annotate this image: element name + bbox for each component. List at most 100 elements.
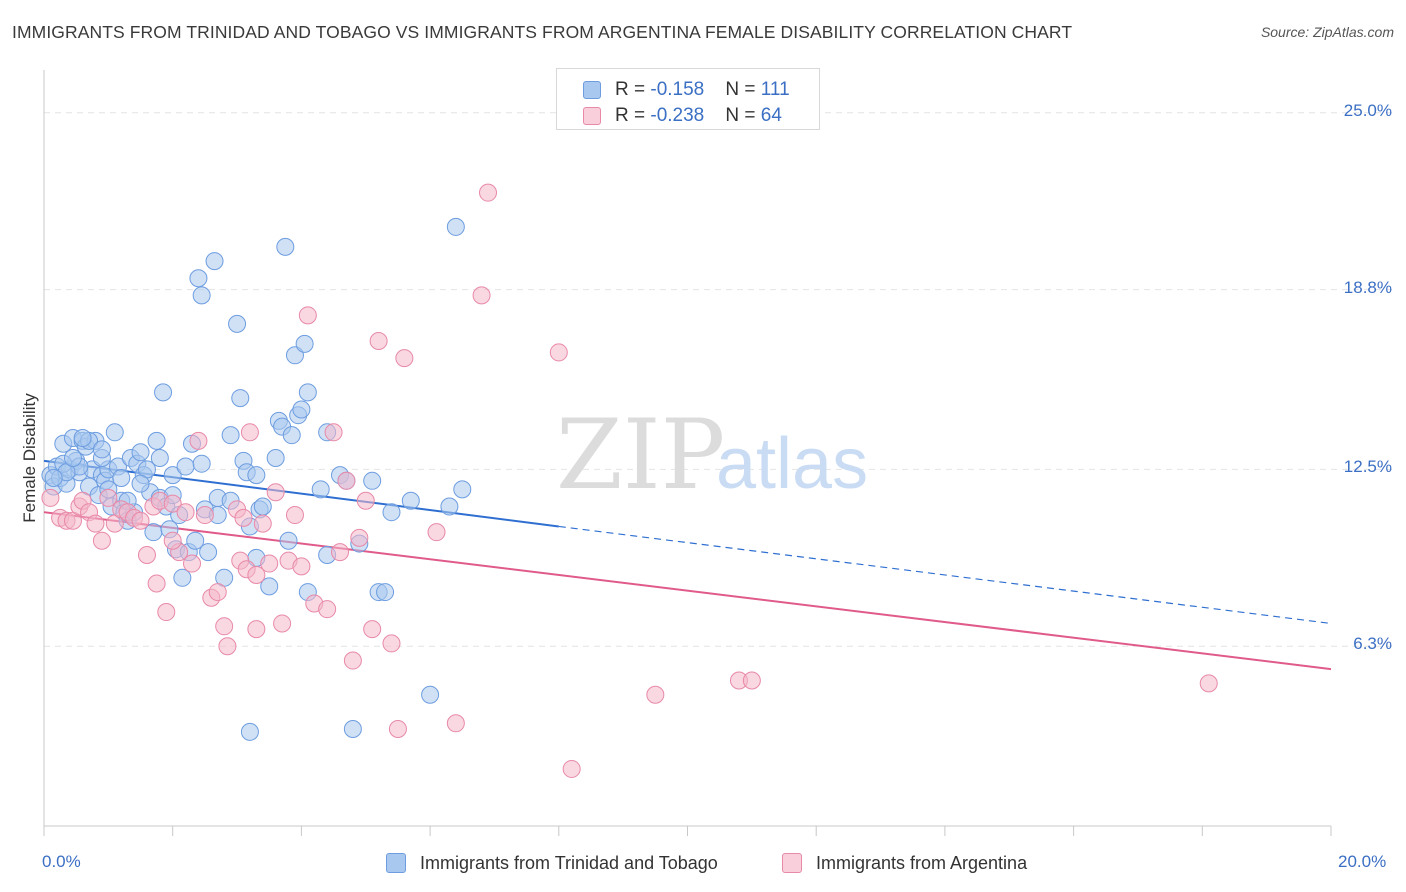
data-point-argentina: [195, 506, 214, 525]
data-point-argentina: [131, 511, 150, 530]
data-point-argentina: [137, 545, 156, 564]
chart-title: IMMIGRANTS FROM TRINIDAD AND TOBAGO VS I…: [12, 22, 1073, 42]
data-point-trinidad: [105, 423, 124, 442]
data-point-trinidad: [231, 389, 250, 408]
legend-swatch-pink: [782, 853, 802, 873]
data-point-trinidad: [176, 457, 195, 476]
data-point-trinidad: [221, 426, 240, 445]
data-point-trinidad: [63, 448, 82, 467]
data-point-argentina: [147, 574, 166, 593]
data-point-argentina: [1199, 674, 1218, 693]
data-point-trinidad: [131, 474, 150, 493]
data-point-argentina: [176, 503, 195, 522]
data-point-argentina: [363, 620, 382, 639]
data-point-argentina: [247, 620, 266, 639]
data-point-trinidad: [192, 286, 211, 305]
data-point-trinidad: [298, 383, 317, 402]
y-tick-label: 12.5%: [1343, 457, 1392, 477]
data-point-trinidad: [276, 237, 295, 256]
data-point-trinidad: [173, 568, 192, 587]
source-label: Source: ZipAtlas.com: [1260, 24, 1394, 40]
legend-text-trinidad: R = -0.158 N = 111: [615, 79, 790, 101]
correlation-legend: R = -0.158 N = 111 R = -0.238 N = 64: [556, 68, 820, 130]
data-point-argentina: [253, 514, 272, 533]
data-point-argentina: [215, 617, 234, 636]
data-point-trinidad: [73, 429, 92, 448]
data-point-trinidad: [382, 503, 401, 522]
data-point-argentina: [86, 514, 105, 533]
data-point-argentina: [183, 554, 202, 573]
data-point-trinidad: [44, 468, 63, 487]
watermark: ZIP atlas: [556, 399, 868, 511]
data-point-argentina: [369, 332, 388, 351]
data-point-argentina: [260, 554, 279, 573]
data-point-trinidad: [401, 491, 420, 510]
data-point-trinidad: [228, 314, 247, 333]
data-point-argentina: [163, 494, 182, 513]
y-tick-label: 18.8%: [1343, 277, 1392, 297]
data-point-trinidad: [147, 431, 166, 450]
watermark-atlas: atlas: [716, 424, 868, 504]
legend-swatch-blue: [583, 81, 601, 99]
data-point-argentina: [189, 431, 208, 450]
r-value: -0.238: [650, 105, 705, 126]
data-point-argentina: [41, 488, 60, 507]
n-value: 64: [760, 105, 782, 126]
data-point-argentina: [388, 720, 407, 739]
series-trinidad-points: [41, 217, 472, 741]
data-point-trinidad: [292, 400, 311, 419]
data-point-trinidad: [186, 531, 205, 550]
r-label: R =: [615, 105, 651, 126]
data-point-trinidad: [199, 543, 218, 562]
data-point-trinidad: [260, 577, 279, 596]
data-point-trinidad: [154, 383, 173, 402]
bottom-legend-label: Immigrants from Argentina: [816, 853, 1028, 873]
data-point-argentina: [646, 685, 665, 704]
data-point-argentina: [298, 306, 317, 325]
data-point-trinidad: [421, 685, 440, 704]
data-point-trinidad: [266, 448, 285, 467]
data-point-argentina: [350, 528, 369, 547]
axes: [43, 70, 1332, 836]
data-point-argentina: [99, 488, 118, 507]
r-label: R =: [615, 79, 651, 100]
legend-text-argentina: R = -0.238 N = 64: [615, 105, 782, 127]
data-point-argentina: [382, 634, 401, 653]
watermark-zip: ZIP: [556, 399, 725, 511]
data-point-argentina: [472, 286, 491, 305]
data-point-trinidad: [253, 497, 272, 516]
trend-line-argentina: [43, 511, 1332, 671]
data-point-argentina: [446, 714, 465, 733]
data-point-argentina: [356, 491, 375, 510]
data-point-argentina: [157, 603, 176, 622]
data-point-trinidad: [376, 583, 395, 602]
data-point-trinidad: [92, 440, 111, 459]
data-point-argentina: [266, 483, 285, 502]
data-point-argentina: [427, 523, 446, 542]
y-tick-label: 6.3%: [1353, 634, 1392, 654]
data-point-argentina: [240, 423, 259, 442]
data-point-trinidad: [112, 468, 131, 487]
data-point-trinidad: [189, 269, 208, 288]
n-label: N =: [725, 79, 761, 100]
legend-swatch-blue: [386, 853, 406, 873]
data-point-trinidad: [131, 443, 150, 462]
data-point-trinidad: [282, 426, 301, 445]
data-point-trinidad: [440, 497, 459, 516]
grid-lines: [44, 112, 1392, 647]
data-point-trinidad: [453, 480, 472, 499]
data-point-argentina: [273, 614, 292, 633]
trend-line-trinidad: [43, 459, 559, 528]
data-point-argentina: [234, 508, 253, 527]
data-point-argentina: [742, 671, 761, 690]
data-point-trinidad: [343, 720, 362, 739]
data-point-argentina: [285, 506, 304, 525]
data-point-argentina: [562, 759, 581, 778]
data-point-argentina: [318, 600, 337, 619]
r-value: -0.158: [650, 79, 705, 100]
data-point-argentina: [549, 343, 568, 362]
data-point-argentina: [163, 531, 182, 550]
data-point-argentina: [331, 543, 350, 562]
data-point-trinidad: [247, 466, 266, 485]
